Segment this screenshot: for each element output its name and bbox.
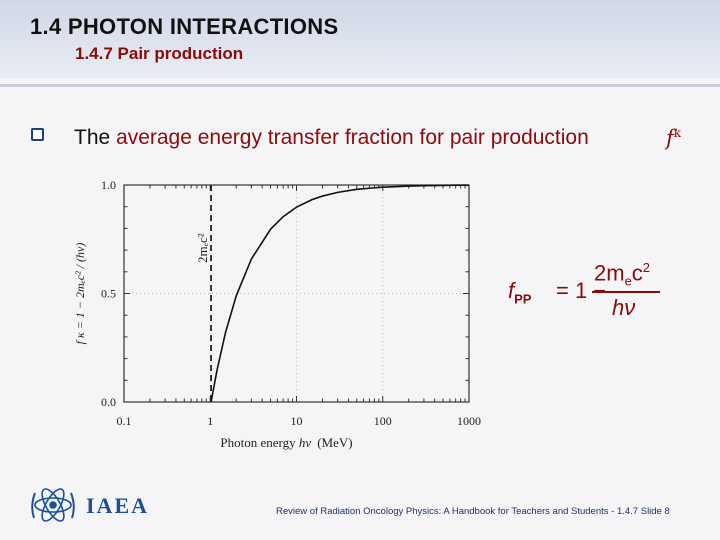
formula-num-main: 2m [594, 260, 625, 286]
formula-lhs: fPP [508, 278, 531, 306]
slide-subtitle: 1.4.7 Pair production [75, 44, 244, 63]
y-tick-labels: 0.0 0.5 1.0 [101, 178, 116, 409]
formula-num-sub: e [624, 273, 632, 289]
logo-text: IAEA [86, 493, 149, 518]
iaea-logo: IAEA [31, 488, 149, 522]
bullet-text: The average energy transfer fraction for… [74, 126, 589, 150]
bullet-text-prefix: The [74, 126, 117, 149]
slide-header [0, 0, 720, 78]
x-axis-label-main: Photon energy [220, 435, 298, 450]
bullet-text-accent: average energy transfer fraction for pai… [116, 126, 589, 149]
slide-title: 1.4 PHOTON INTERACTIONS [30, 14, 339, 39]
threshold-label: 2mₑc² [195, 233, 210, 263]
checkbox-bullet-icon [31, 128, 44, 141]
series-points [211, 185, 470, 403]
energy-transfer-chart: 0.1 1 10 100 1000 0.0 0.5 1.0 2mₑc² Photon ene… [73, 178, 482, 450]
pair-production-formula: fPP = 1 − 2mec2 hν [508, 258, 668, 324]
x-axis-label-unit: (MeV) [317, 435, 352, 450]
formula-denominator: hν [612, 295, 636, 320]
formula-lhs-sub: PP [514, 291, 532, 307]
x-tick-label: 100 [374, 414, 392, 428]
y-tick-label: 0.0 [101, 395, 116, 409]
bullet-symbol: fκ [666, 126, 681, 150]
formula-num-rest: c [631, 260, 643, 286]
y-axis-label: f κ = 1 − 2mₑc² / (hν) [73, 243, 87, 345]
x-axis-label-var: hν [299, 435, 312, 450]
y-tick-label: 0.5 [101, 287, 116, 301]
formula-equals: = 1 − [556, 278, 607, 303]
bullet-symbol-f: f [666, 126, 674, 150]
x-tick-label: 0.1 [117, 414, 132, 428]
header-rule [0, 84, 720, 87]
x-tick-labels: 0.1 1 10 100 1000 [117, 414, 482, 428]
atom-icon [31, 488, 75, 522]
x-tick-label: 1 [207, 414, 213, 428]
chart-grid [124, 185, 469, 402]
axis-ticks [123, 184, 469, 403]
y-tick-label: 1.0 [101, 178, 116, 192]
formula-lhs-f: f [508, 278, 515, 303]
x-axis-label: Photon energy hν (MeV) [220, 435, 352, 450]
bullet-symbol-kappa: κ [673, 126, 682, 140]
series-line [210, 184, 469, 403]
x-tick-label: 10 [291, 414, 303, 428]
formula-numerator: 2mec2 [594, 260, 650, 289]
formula-num-sup: 2 [642, 260, 651, 275]
formula-fraction-bar [592, 291, 660, 293]
footer-citation: Review of Radiation Oncology Physics: A … [276, 506, 670, 517]
x-tick-label: 1000 [457, 414, 481, 428]
